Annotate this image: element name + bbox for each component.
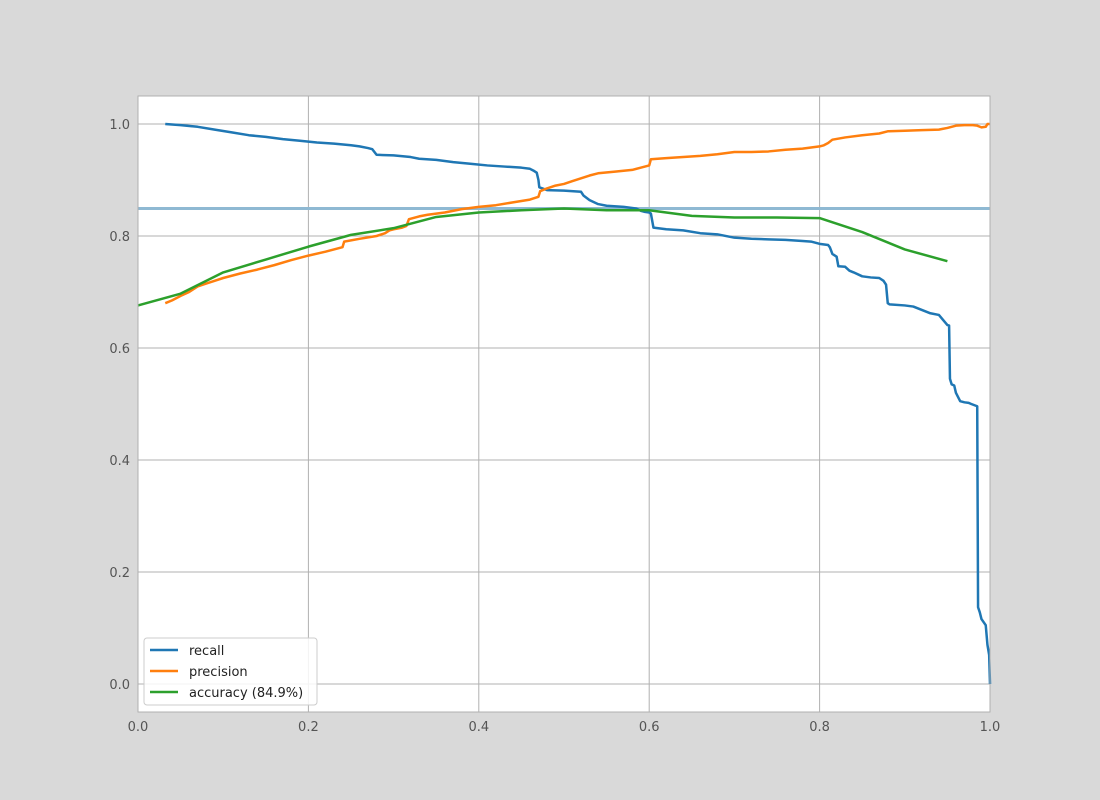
plot-frame — [137, 95, 991, 713]
series-line-precision — [164, 122, 990, 305]
x-axis-ticks: 0.0 0.2 0.4 0.6 0.8 1.0 — [128, 720, 1001, 735]
legend-box — [143, 637, 318, 706]
x-tick-label: 0.2 — [298, 720, 319, 735]
y-tick-label: 0.2 — [109, 566, 130, 581]
legend: recall precision accuracy (84.9%) — [143, 637, 318, 706]
x-tick-label: 1.0 — [980, 720, 1001, 735]
y-tick-label: 1.0 — [109, 118, 130, 133]
series-line-accuracy — [137, 207, 948, 307]
x-tick-label: 0.4 — [468, 720, 489, 735]
series-line-recall — [165, 122, 992, 685]
y-tick-label: 0.6 — [109, 342, 130, 357]
y-tick-label: 0.0 — [109, 678, 130, 693]
y-axis-ticks: 0.0 0.2 0.4 0.6 0.8 1.0 — [109, 118, 130, 693]
x-tick-label: 0.0 — [128, 720, 149, 735]
x-tick-label: 0.8 — [809, 720, 830, 735]
legend-label: accuracy (84.9%) — [189, 686, 303, 701]
x-tick-label: 0.6 — [639, 720, 660, 735]
legend-label: precision — [189, 665, 248, 680]
y-tick-label: 0.4 — [109, 454, 130, 469]
legend-label: recall — [189, 644, 224, 659]
series-layer — [137, 122, 992, 685]
y-tick-label: 0.8 — [109, 230, 130, 245]
plot-area — [138, 96, 990, 712]
